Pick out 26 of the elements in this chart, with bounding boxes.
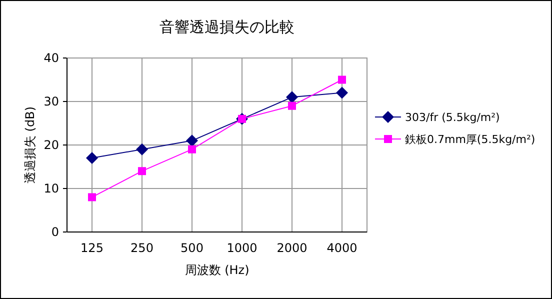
point [188, 145, 196, 154]
point [86, 152, 98, 164]
point [336, 86, 348, 99]
point [88, 193, 96, 202]
point [338, 76, 346, 84]
y-tick-label: 10 [44, 182, 59, 196]
legend-label: 鉄板0.7mm厚(5.5kg/m²) [405, 133, 536, 146]
point [136, 143, 148, 156]
y-tick-label: 20 [44, 138, 59, 152]
x-tick-label: 2000 [276, 241, 308, 255]
x-tick-label: 500 [180, 241, 204, 255]
x-tick-label: 250 [130, 241, 154, 255]
point [186, 134, 198, 147]
x-axis-title: 周波数 (Hz) [184, 263, 250, 277]
point [138, 167, 146, 176]
y-tick-label: 30 [44, 94, 59, 108]
y-axis-title: 透過損失 (dB) [23, 106, 37, 184]
x-tick-label: 125 [80, 241, 104, 255]
point [286, 91, 298, 104]
point [288, 102, 296, 110]
legend-label: 303/fr (5.5kg/m²) [405, 111, 500, 124]
y-tick-label: 0 [51, 225, 59, 239]
y-tick-label: 40 [44, 51, 59, 65]
x-tick-label: 4000 [326, 241, 358, 255]
chart-title: 音響透過損失の比較 [160, 18, 294, 36]
x-tick-label: 1000 [226, 241, 258, 255]
